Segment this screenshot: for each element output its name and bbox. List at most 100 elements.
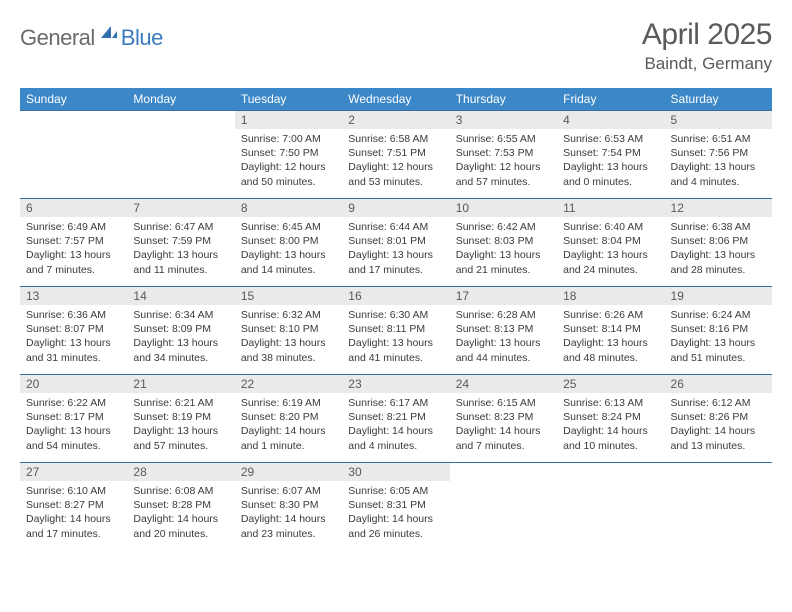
day-cell: 12Sunrise: 6:38 AMSunset: 8:06 PMDayligh… (665, 199, 772, 287)
day-number: 8 (235, 199, 342, 217)
day-details: Sunrise: 6:34 AMSunset: 8:09 PMDaylight:… (127, 305, 234, 369)
day-number: 12 (665, 199, 772, 217)
day-cell: 7Sunrise: 6:47 AMSunset: 7:59 PMDaylight… (127, 199, 234, 287)
sunset-text: Sunset: 8:04 PM (563, 234, 658, 248)
sunset-text: Sunset: 8:14 PM (563, 322, 658, 336)
day-number: 18 (557, 287, 664, 305)
sunset-text: Sunset: 7:51 PM (348, 146, 443, 160)
day-cell: 21Sunrise: 6:21 AMSunset: 8:19 PMDayligh… (127, 375, 234, 463)
sunrise-text: Sunrise: 7:00 AM (241, 132, 336, 146)
day-cell: 11Sunrise: 6:40 AMSunset: 8:04 PMDayligh… (557, 199, 664, 287)
daylight-text: Daylight: 13 hours and 34 minutes. (133, 336, 228, 364)
day-details: Sunrise: 7:00 AMSunset: 7:50 PMDaylight:… (235, 129, 342, 193)
sunset-text: Sunset: 8:28 PM (133, 498, 228, 512)
day-details: Sunrise: 6:28 AMSunset: 8:13 PMDaylight:… (450, 305, 557, 369)
daylight-text: Daylight: 13 hours and 38 minutes. (241, 336, 336, 364)
day-details: Sunrise: 6:05 AMSunset: 8:31 PMDaylight:… (342, 481, 449, 545)
day-details: Sunrise: 6:26 AMSunset: 8:14 PMDaylight:… (557, 305, 664, 369)
day-cell: 10Sunrise: 6:42 AMSunset: 8:03 PMDayligh… (450, 199, 557, 287)
day-details: Sunrise: 6:24 AMSunset: 8:16 PMDaylight:… (665, 305, 772, 369)
daylight-text: Daylight: 14 hours and 20 minutes. (133, 512, 228, 540)
daylight-text: Daylight: 13 hours and 11 minutes. (133, 248, 228, 276)
sunset-text: Sunset: 8:23 PM (456, 410, 551, 424)
sunrise-text: Sunrise: 6:38 AM (671, 220, 766, 234)
day-number: 13 (20, 287, 127, 305)
logo-text-general: General (20, 25, 95, 51)
sunset-text: Sunset: 8:21 PM (348, 410, 443, 424)
sunrise-text: Sunrise: 6:19 AM (241, 396, 336, 410)
sunrise-text: Sunrise: 6:51 AM (671, 132, 766, 146)
day-details: Sunrise: 6:49 AMSunset: 7:57 PMDaylight:… (20, 217, 127, 281)
day-cell: 25Sunrise: 6:13 AMSunset: 8:24 PMDayligh… (557, 375, 664, 463)
day-number: 17 (450, 287, 557, 305)
day-number: 14 (127, 287, 234, 305)
day-details: Sunrise: 6:32 AMSunset: 8:10 PMDaylight:… (235, 305, 342, 369)
day-number: 16 (342, 287, 449, 305)
day-details: Sunrise: 6:55 AMSunset: 7:53 PMDaylight:… (450, 129, 557, 193)
empty-cell (665, 463, 772, 551)
day-cell: 19Sunrise: 6:24 AMSunset: 8:16 PMDayligh… (665, 287, 772, 375)
sunset-text: Sunset: 8:03 PM (456, 234, 551, 248)
calendar-row: 13Sunrise: 6:36 AMSunset: 8:07 PMDayligh… (20, 287, 772, 375)
logo: General Blue (20, 24, 163, 51)
day-cell: 5Sunrise: 6:51 AMSunset: 7:56 PMDaylight… (665, 111, 772, 199)
day-details: Sunrise: 6:38 AMSunset: 8:06 PMDaylight:… (665, 217, 772, 281)
sunset-text: Sunset: 8:31 PM (348, 498, 443, 512)
day-cell: 23Sunrise: 6:17 AMSunset: 8:21 PMDayligh… (342, 375, 449, 463)
day-details: Sunrise: 6:47 AMSunset: 7:59 PMDaylight:… (127, 217, 234, 281)
sunrise-text: Sunrise: 6:12 AM (671, 396, 766, 410)
daylight-text: Daylight: 14 hours and 13 minutes. (671, 424, 766, 452)
day-details: Sunrise: 6:13 AMSunset: 8:24 PMDaylight:… (557, 393, 664, 457)
day-number: 28 (127, 463, 234, 481)
sunset-text: Sunset: 8:24 PM (563, 410, 658, 424)
daylight-text: Daylight: 13 hours and 51 minutes. (671, 336, 766, 364)
day-number: 7 (127, 199, 234, 217)
daylight-text: Daylight: 13 hours and 44 minutes. (456, 336, 551, 364)
calendar-row: 6Sunrise: 6:49 AMSunset: 7:57 PMDaylight… (20, 199, 772, 287)
sunrise-text: Sunrise: 6:53 AM (563, 132, 658, 146)
sunrise-text: Sunrise: 6:13 AM (563, 396, 658, 410)
day-cell: 4Sunrise: 6:53 AMSunset: 7:54 PMDaylight… (557, 111, 664, 199)
sunset-text: Sunset: 8:00 PM (241, 234, 336, 248)
day-cell: 26Sunrise: 6:12 AMSunset: 8:26 PMDayligh… (665, 375, 772, 463)
day-details: Sunrise: 6:10 AMSunset: 8:27 PMDaylight:… (20, 481, 127, 545)
weekday-header: Friday (557, 88, 664, 111)
daylight-text: Daylight: 14 hours and 1 minute. (241, 424, 336, 452)
weekday-header: Tuesday (235, 88, 342, 111)
day-details: Sunrise: 6:21 AMSunset: 8:19 PMDaylight:… (127, 393, 234, 457)
day-details: Sunrise: 6:30 AMSunset: 8:11 PMDaylight:… (342, 305, 449, 369)
sunrise-text: Sunrise: 6:30 AM (348, 308, 443, 322)
day-number: 19 (665, 287, 772, 305)
day-details: Sunrise: 6:17 AMSunset: 8:21 PMDaylight:… (342, 393, 449, 457)
daylight-text: Daylight: 13 hours and 21 minutes. (456, 248, 551, 276)
day-cell: 13Sunrise: 6:36 AMSunset: 8:07 PMDayligh… (20, 287, 127, 375)
day-cell: 2Sunrise: 6:58 AMSunset: 7:51 PMDaylight… (342, 111, 449, 199)
day-number: 6 (20, 199, 127, 217)
weekday-header: Wednesday (342, 88, 449, 111)
sunrise-text: Sunrise: 6:55 AM (456, 132, 551, 146)
day-number: 15 (235, 287, 342, 305)
weekday-header-row: SundayMondayTuesdayWednesdayThursdayFrid… (20, 88, 772, 111)
day-number: 22 (235, 375, 342, 393)
daylight-text: Daylight: 13 hours and 57 minutes. (133, 424, 228, 452)
day-number: 3 (450, 111, 557, 129)
day-cell: 29Sunrise: 6:07 AMSunset: 8:30 PMDayligh… (235, 463, 342, 551)
empty-cell (20, 111, 127, 199)
logo-sail-icon (99, 24, 119, 45)
day-details: Sunrise: 6:42 AMSunset: 8:03 PMDaylight:… (450, 217, 557, 281)
sunrise-text: Sunrise: 6:17 AM (348, 396, 443, 410)
daylight-text: Daylight: 13 hours and 4 minutes. (671, 160, 766, 188)
daylight-text: Daylight: 14 hours and 17 minutes. (26, 512, 121, 540)
sunrise-text: Sunrise: 6:15 AM (456, 396, 551, 410)
day-details: Sunrise: 6:51 AMSunset: 7:56 PMDaylight:… (665, 129, 772, 193)
daylight-text: Daylight: 13 hours and 54 minutes. (26, 424, 121, 452)
sunrise-text: Sunrise: 6:22 AM (26, 396, 121, 410)
day-cell: 24Sunrise: 6:15 AMSunset: 8:23 PMDayligh… (450, 375, 557, 463)
day-cell: 14Sunrise: 6:34 AMSunset: 8:09 PMDayligh… (127, 287, 234, 375)
day-details: Sunrise: 6:58 AMSunset: 7:51 PMDaylight:… (342, 129, 449, 193)
sunset-text: Sunset: 7:54 PM (563, 146, 658, 160)
day-details: Sunrise: 6:36 AMSunset: 8:07 PMDaylight:… (20, 305, 127, 369)
day-number: 27 (20, 463, 127, 481)
day-cell: 22Sunrise: 6:19 AMSunset: 8:20 PMDayligh… (235, 375, 342, 463)
sunset-text: Sunset: 7:59 PM (133, 234, 228, 248)
